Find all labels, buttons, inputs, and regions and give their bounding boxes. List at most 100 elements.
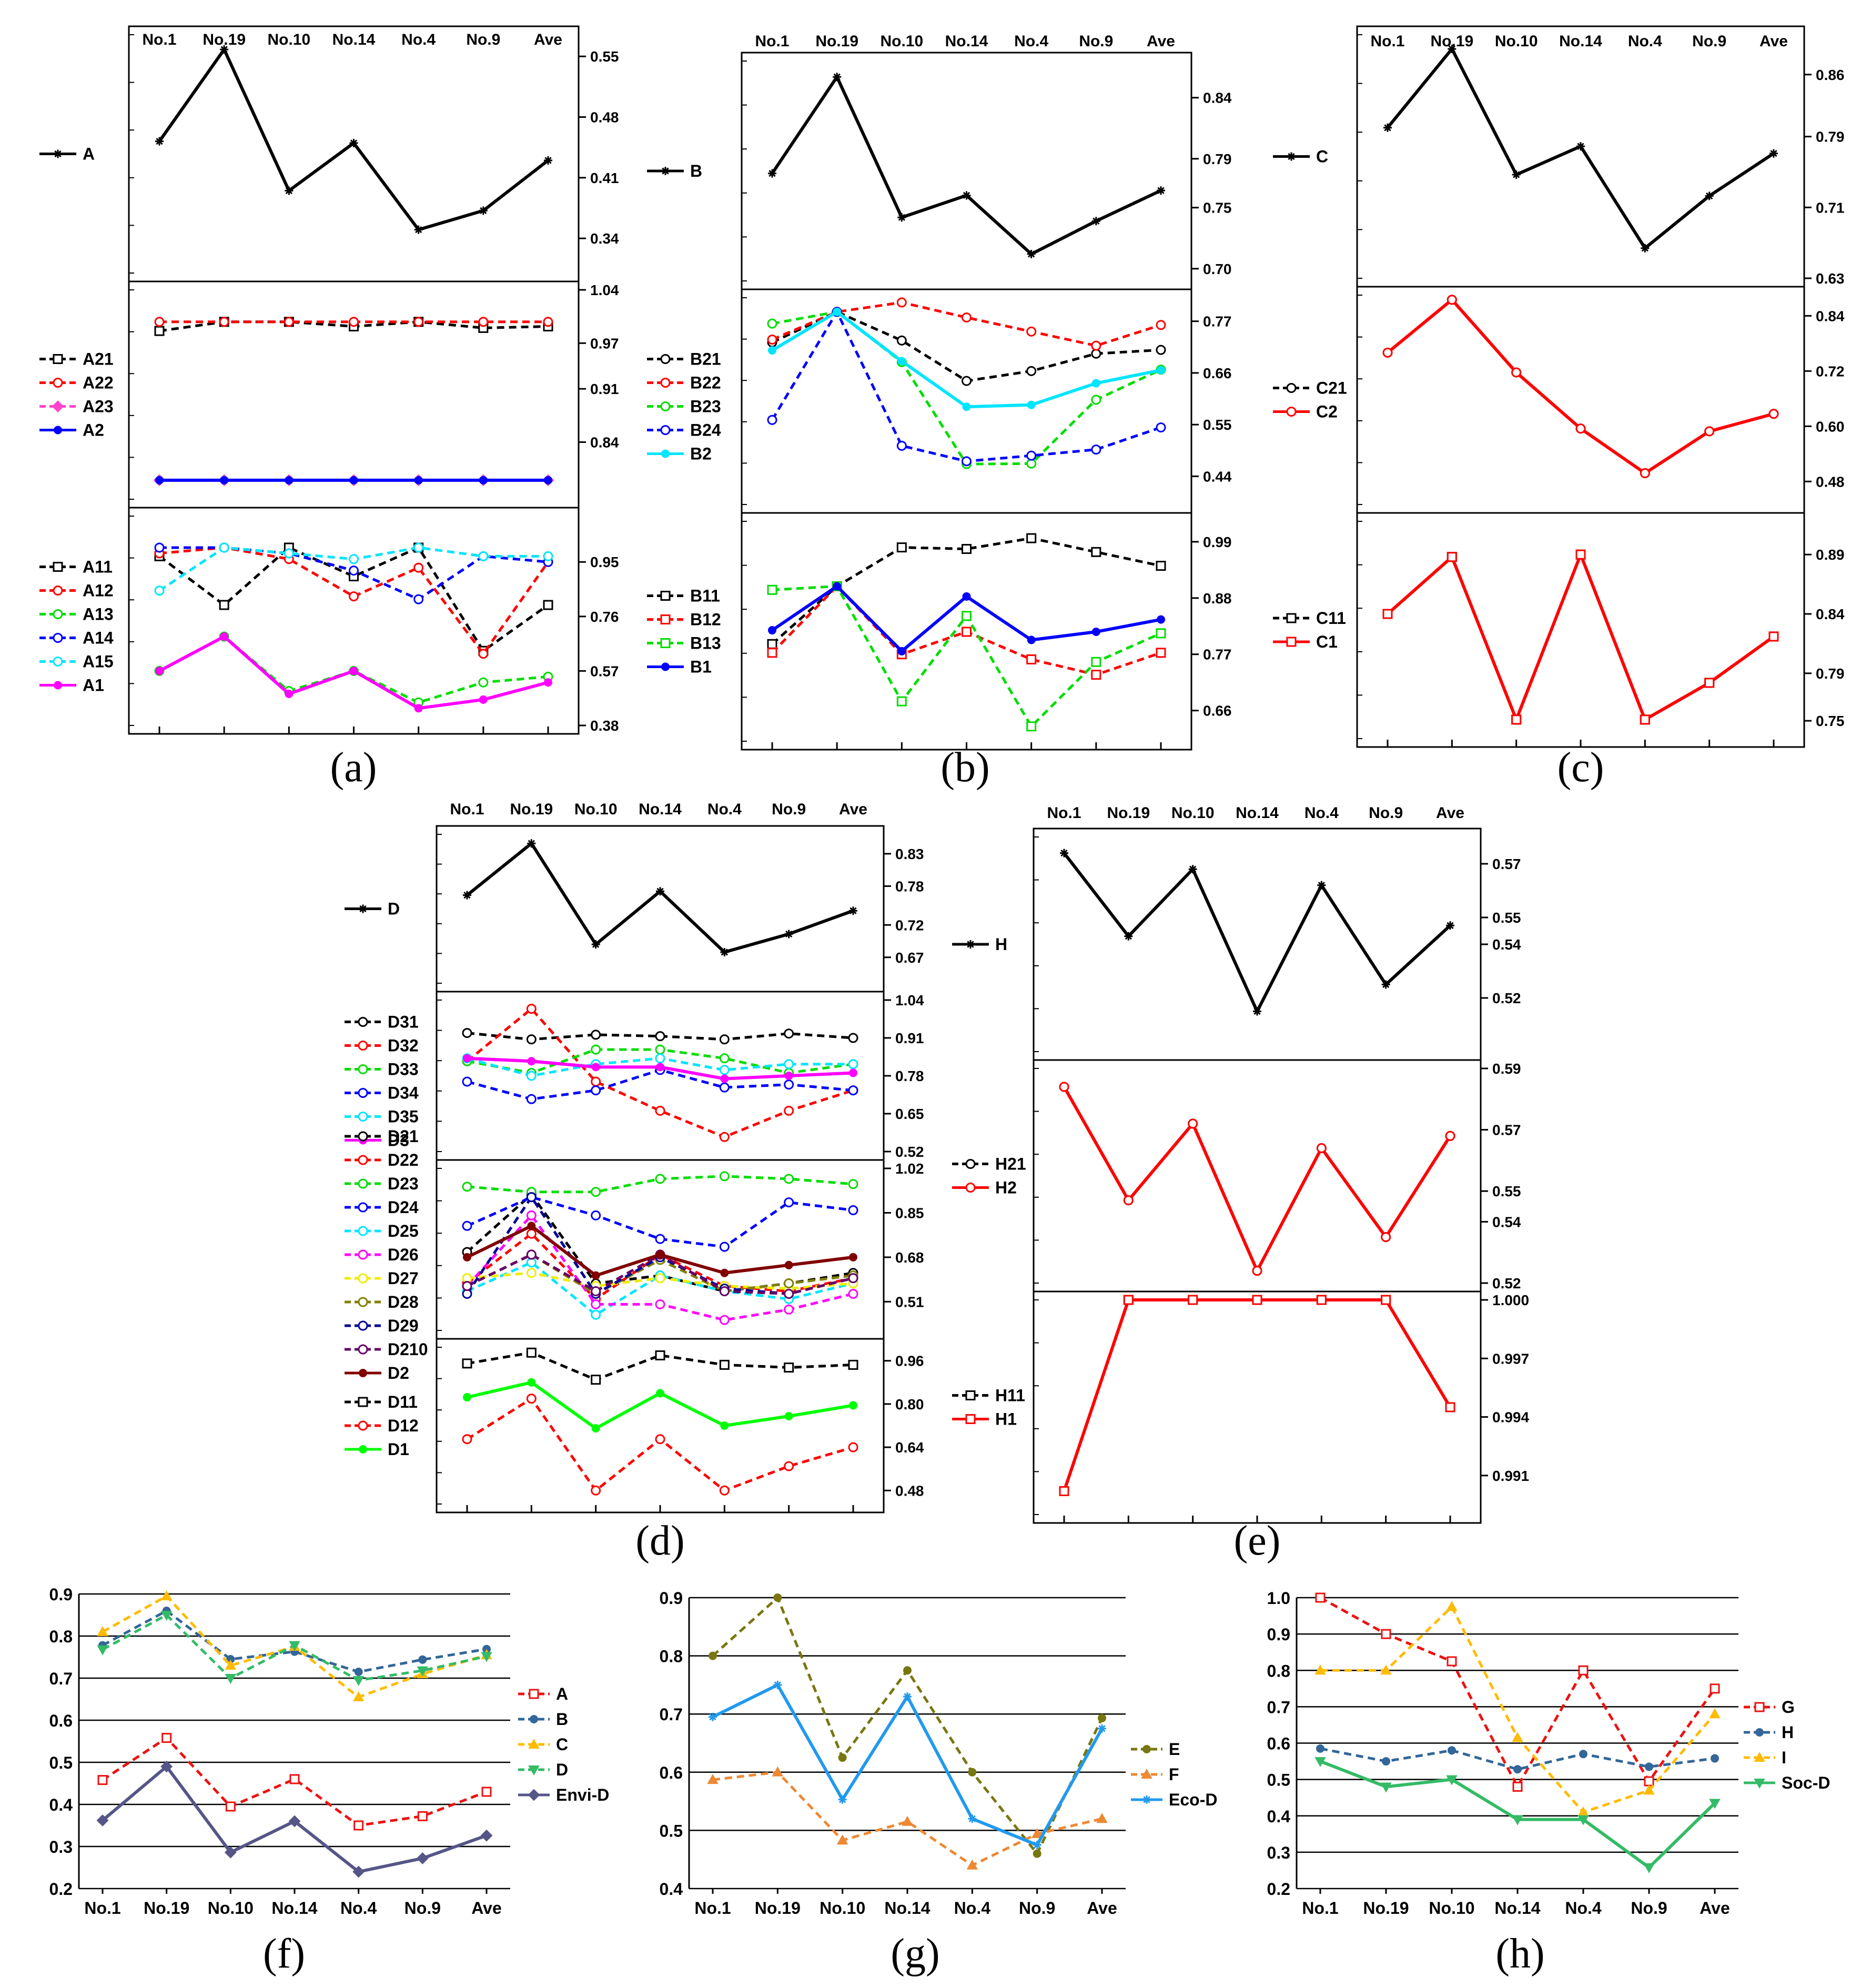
y-tick-label: 0.48	[895, 1482, 924, 1499]
data-point-H1	[1381, 1295, 1391, 1305]
legend: D	[345, 900, 400, 919]
data-point-C	[352, 1691, 365, 1701]
legend-marker-D23	[358, 1178, 368, 1189]
data-point-C	[1383, 123, 1392, 132]
subplot: 0.38 0.57 0.76 0.95 A11 A12 A13 A14 A15 A1	[39, 516, 619, 734]
data-point-D31	[526, 1034, 537, 1045]
legend: D31 D32 D33 D34 D35 D3	[345, 1013, 419, 1150]
category-label: No.1	[142, 31, 176, 48]
legend-label-D11: D11	[388, 1392, 418, 1411]
subfigure-label: (h)	[1495, 1931, 1544, 1977]
data-point-B13	[1091, 657, 1101, 667]
data-point-D12	[591, 1485, 601, 1496]
legend-marker-B13	[660, 638, 671, 648]
data-point-H2	[1381, 1232, 1391, 1243]
data-point-A11	[219, 600, 229, 610]
data-point-C1	[1447, 552, 1457, 562]
data-point-D24	[784, 1197, 794, 1208]
data-point-A12	[349, 591, 359, 602]
data-point-D34	[848, 1085, 858, 1096]
data-point-A	[225, 1801, 236, 1812]
legend-label-B22: B22	[690, 374, 721, 392]
data-point-D1	[656, 1389, 664, 1398]
subplot: 0.52 0.65 0.78 0.91 1.04 D31 D32 D33 D34 D35 D3	[345, 992, 924, 1160]
series-D26	[462, 1210, 858, 1325]
data-point-B21	[896, 335, 907, 346]
data-point-D3	[720, 1074, 729, 1083]
y-tick-label: 1.04	[590, 282, 619, 298]
y-tick-label: 0.66	[1203, 365, 1232, 381]
subplot: 0.44 0.55 0.66 0.77 B21 B22 B23 B24 B2	[647, 297, 1232, 505]
chart-a: No.1 No.19 No.10 No.14 No.4 No.9 Ave0.340.410.…	[39, 25, 619, 791]
legend-label-I: I	[1782, 1748, 1786, 1767]
data-point-D29	[526, 1192, 537, 1203]
data-point-G	[1381, 1629, 1391, 1639]
y-tick-label: 0.72	[1816, 363, 1845, 379]
data-point-D24	[591, 1210, 601, 1220]
data-point-D1	[463, 1393, 471, 1402]
data-point-D11	[591, 1375, 601, 1385]
data-point-D31	[591, 1030, 601, 1040]
x-tick-label: Ave	[1700, 1899, 1730, 1918]
data-point-A2	[479, 476, 488, 485]
data-point-Eco-D	[709, 1712, 717, 1721]
data-point-B21	[1026, 366, 1037, 376]
data-point-A22	[543, 317, 553, 327]
category-label: No.4	[401, 31, 436, 48]
legend-label-A1: A1	[83, 676, 104, 695]
data-point-H1	[1188, 1295, 1198, 1305]
series-Envi-D	[96, 1760, 493, 1878]
data-point-C1	[1511, 714, 1522, 725]
data-point-D26	[848, 1288, 858, 1299]
data-point-C2	[1447, 295, 1457, 305]
chart-h: 0.2 0.3 0.4 0.5 0.6 0.7 0.8 0.9 1.0 No.1 No.19 No.1…	[1267, 1589, 1830, 1977]
legend-label-C11: C11	[1316, 609, 1346, 628]
series-line-E	[712, 1596, 1104, 1855]
x-tick-label: Ave	[471, 1899, 502, 1918]
legend-marker-A22	[53, 378, 63, 388]
data-point-B	[962, 191, 971, 200]
data-point-Envi-D	[352, 1865, 365, 1878]
series-C1	[1382, 549, 1779, 725]
y-tick-label: 1.02	[895, 1160, 924, 1177]
series-line-C1	[1387, 553, 1775, 721]
y-tick-label: 0.63	[1816, 270, 1845, 287]
series-Eco-D	[709, 1680, 1106, 1850]
y-tick-label: 0.7	[1267, 1698, 1290, 1717]
category-label: Ave	[839, 801, 867, 818]
subplot: 0.52 0.54 0.55 0.57 H	[952, 836, 1521, 1052]
data-point-D	[849, 906, 857, 915]
series-F	[707, 1766, 1108, 1870]
legend-marker-D11	[358, 1397, 368, 1407]
data-point-D2	[463, 1253, 471, 1262]
data-point-H2	[1059, 1082, 1069, 1092]
data-point-H	[1446, 921, 1454, 930]
series-line-C11	[1387, 553, 1775, 721]
data-point-A	[349, 138, 358, 147]
category-label: No.14	[945, 33, 988, 50]
legend-marker-Soc-D	[1754, 1779, 1765, 1789]
legend-marker-D32	[358, 1041, 368, 1051]
x-tick-label: No.14	[271, 1899, 317, 1918]
y-tick-label: 0.79	[1816, 665, 1845, 682]
y-tick-label: 0.54	[1492, 936, 1521, 953]
data-point-H	[1513, 1765, 1522, 1774]
data-point-Soc-D	[1314, 1757, 1326, 1768]
y-tick-label: 0.84	[1203, 90, 1232, 106]
data-point-C	[160, 1590, 173, 1600]
legend-marker-I	[1754, 1751, 1765, 1762]
data-point-D24	[719, 1242, 730, 1252]
data-point-D	[352, 1676, 365, 1687]
data-point-D12	[526, 1394, 537, 1404]
category-label: No.4	[1014, 33, 1048, 50]
data-point-D11	[462, 1358, 472, 1369]
data-point-H	[1382, 1757, 1390, 1766]
data-point-Soc-D	[1446, 1775, 1458, 1785]
x-tick-label: No.14	[884, 1899, 930, 1918]
data-point-B	[833, 73, 842, 82]
y-tick-label: 0.57	[1492, 1122, 1521, 1138]
series-D	[463, 839, 857, 956]
data-point-A2	[349, 476, 358, 485]
legend-marker-A14	[53, 633, 63, 643]
data-point-D27	[526, 1268, 537, 1278]
